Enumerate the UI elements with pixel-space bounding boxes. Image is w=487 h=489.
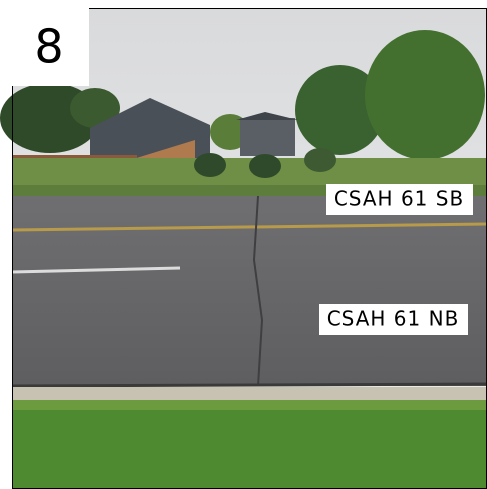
photo: 8 CSAH 61 SB CSAH 61 NB [0,0,487,489]
shrub [304,148,336,172]
house [240,118,295,156]
curb-edge [12,384,487,386]
road-label: CSAH 61 NB [327,307,460,331]
badge: 8 [34,20,63,74]
grass [12,405,487,489]
grass [12,400,487,410]
tree [365,30,485,160]
shrub [194,153,226,177]
shrub [249,154,281,178]
road-label: CSAH 61 SB [334,187,464,211]
